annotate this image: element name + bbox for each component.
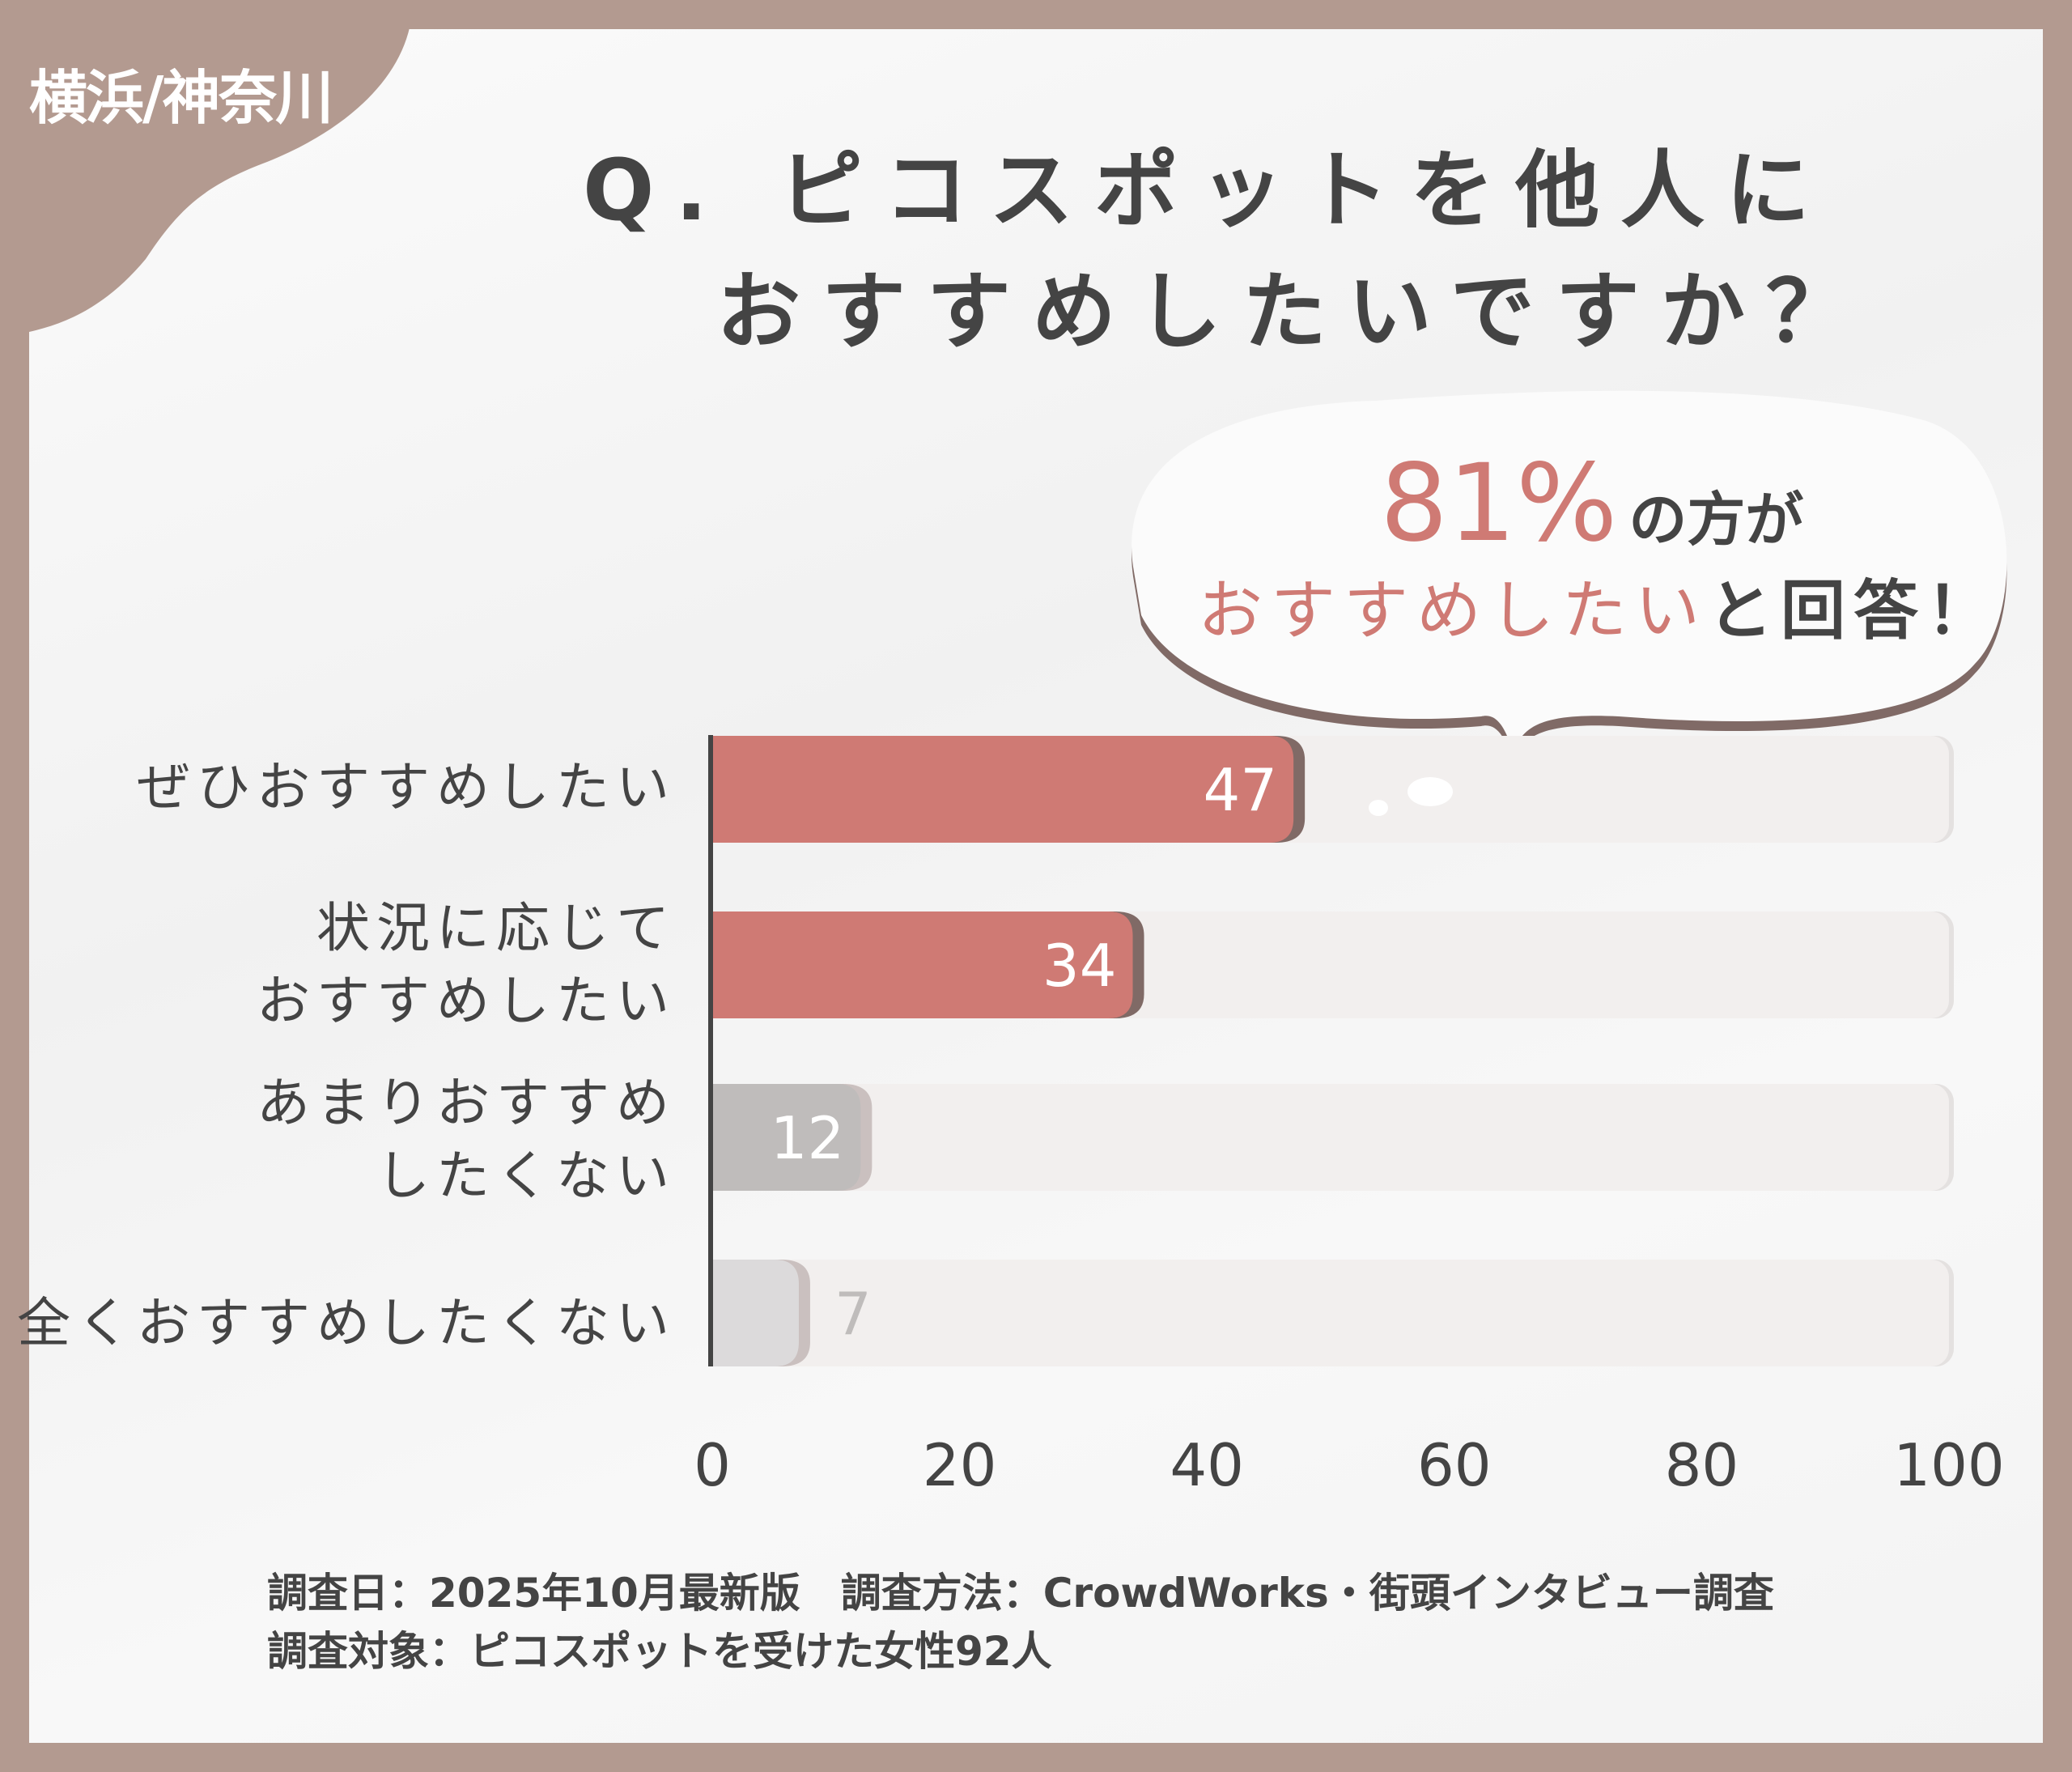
x-tick-label: 60 — [1417, 1431, 1492, 1499]
bar — [712, 736, 1294, 843]
callout-percent: 81% — [1380, 441, 1618, 566]
category-label: 状況に応じて おすすめしたい — [257, 897, 676, 1032]
callout-tail: と回答！ — [1708, 573, 1999, 648]
bubble-dot — [1408, 777, 1453, 806]
callout-line1: 81% の方が — [1380, 441, 1803, 566]
x-tick-label: 40 — [1170, 1431, 1244, 1499]
bubble-dot — [1369, 800, 1388, 816]
bar-track — [712, 1260, 1949, 1366]
category-label: 全くおすすめしたくない — [17, 1292, 676, 1354]
category-label: ぜひおすすめしたい — [137, 756, 676, 818]
callout-line2: おすすめしたいと回答！ — [1198, 559, 1999, 652]
footer-survey-target: 調査対象：ピコスポットを受けた女性92人 — [267, 1628, 1052, 1675]
x-tick-label: 20 — [923, 1431, 997, 1499]
corner-tab-shape — [0, 0, 413, 332]
question-title-line1: Q. ピコスポットを他人に — [583, 141, 1832, 240]
question-title-line2: おすすめしたいですか？ — [716, 262, 1871, 361]
category-label: あまりおすすめ したくない — [257, 1072, 676, 1207]
background-panel — [29, 29, 2043, 1743]
footer-survey-info: 調査日：2025年10月最新版 調査方法：CrowdWorks・街頭インタビュー… — [267, 1570, 1774, 1617]
x-tick-label: 80 — [1665, 1431, 1739, 1499]
bar — [712, 911, 1133, 1018]
bar — [712, 1260, 799, 1366]
data-label: 12 — [771, 1104, 845, 1172]
region-tag: 横浜/神奈川 — [29, 64, 333, 132]
callout-suffix: の方が — [1628, 486, 1804, 554]
data-label: 34 — [1042, 932, 1117, 1000]
callout-highlight: おすすめしたい — [1198, 573, 1708, 648]
data-label: 7 — [834, 1280, 872, 1348]
x-tick-label: 0 — [694, 1431, 731, 1499]
bar — [712, 1084, 861, 1191]
bar-track — [712, 1084, 1949, 1191]
speech-bubble — [1132, 390, 2007, 810]
y-axis-line — [708, 735, 713, 1366]
data-label: 47 — [1204, 756, 1278, 824]
x-tick-label: 100 — [1893, 1431, 2004, 1499]
bar-chart: 47 34 12 7 0 20 40 60 80 100 — [694, 735, 2005, 1499]
